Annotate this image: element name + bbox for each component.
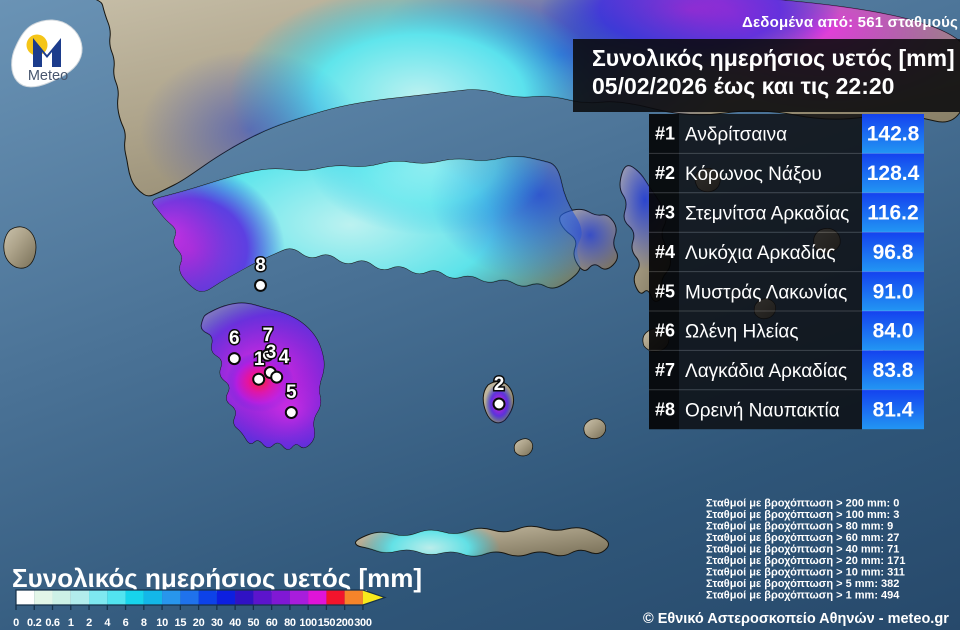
svg-text:Σταθμοί με βροχόπτωση > 60 mm:: Σταθμοί με βροχόπτωση > 60 mm: 27 <box>706 532 899 544</box>
svg-text:40: 40 <box>229 617 241 629</box>
svg-text:5: 5 <box>286 382 297 403</box>
svg-text:© Εθνικό Αστεροσκοπείο Αθηνών: © Εθνικό Αστεροσκοπείο Αθηνών - meteo.gr <box>643 611 949 627</box>
svg-text:Ωλένη Ηλείας: Ωλένη Ηλείας <box>685 322 799 343</box>
svg-text:4: 4 <box>279 347 290 368</box>
svg-text:Ορεινή Ναυπακτία: Ορεινή Ναυπακτία <box>685 401 840 422</box>
svg-text:81.4: 81.4 <box>873 399 914 422</box>
svg-text:91.0: 91.0 <box>873 280 914 303</box>
svg-text:0.2: 0.2 <box>27 617 42 629</box>
svg-text:0: 0 <box>13 617 19 629</box>
svg-text:84.0: 84.0 <box>873 320 914 343</box>
svg-text:2: 2 <box>86 617 92 629</box>
svg-text:150: 150 <box>318 617 336 629</box>
svg-text:Meteo: Meteo <box>28 68 68 84</box>
svg-text:30: 30 <box>211 617 223 629</box>
svg-text:#7: #7 <box>655 360 675 380</box>
svg-text:05/02/2026 έως και τις 22:20: 05/02/2026 έως και τις 22:20 <box>592 73 894 99</box>
svg-text:2: 2 <box>494 374 505 395</box>
svg-text:#6: #6 <box>655 321 675 341</box>
svg-text:Λυκόχια Αρκαδίας: Λυκόχια Αρκαδίας <box>685 243 836 264</box>
svg-text:Δεδομένα από: 561 σταθμούς: Δεδομένα από: 561 σταθμούς <box>742 14 958 31</box>
svg-text:100: 100 <box>299 617 317 629</box>
svg-text:50: 50 <box>248 617 260 629</box>
svg-text:Σταθμοί με βροχόπτωση > 5 mm:: Σταθμοί με βροχόπτωση > 5 mm: 382 <box>706 578 899 590</box>
svg-text:80: 80 <box>284 617 296 629</box>
svg-text:Συνολικός ημερήσιος υετός [mm]: Συνολικός ημερήσιος υετός [mm] <box>12 563 422 593</box>
svg-text:Ανδρίτσαινα: Ανδρίτσαινα <box>685 125 787 146</box>
svg-text:#1: #1 <box>655 124 675 144</box>
svg-text:6: 6 <box>229 328 240 349</box>
svg-text:1: 1 <box>68 617 74 629</box>
svg-text:83.8: 83.8 <box>873 359 914 382</box>
svg-text:8: 8 <box>141 617 147 629</box>
svg-text:Στεμνίτσα Αρκαδίας: Στεμνίτσα Αρκαδίας <box>685 204 849 225</box>
svg-text:0.6: 0.6 <box>45 617 60 629</box>
svg-text:Σταθμοί με βροχόπτωση > 10 mm:: Σταθμοί με βροχόπτωση > 10 mm: 311 <box>706 567 905 579</box>
svg-text:116.2: 116.2 <box>867 202 918 225</box>
svg-text:Κόρωνος Νάξου: Κόρωνος Νάξου <box>685 164 822 185</box>
svg-text:Λαγκάδια Αρκαδίας: Λαγκάδια Αρκαδίας <box>685 361 847 382</box>
svg-text:96.8: 96.8 <box>873 241 914 264</box>
svg-text:60: 60 <box>266 617 278 629</box>
svg-text:10: 10 <box>156 617 168 629</box>
svg-text:Σταθμοί με βροχόπτωση > 20 mm:: Σταθμοί με βροχόπτωση > 20 mm: 171 <box>706 555 906 567</box>
svg-text:300: 300 <box>354 617 372 629</box>
svg-text:15: 15 <box>175 617 187 629</box>
svg-text:1: 1 <box>254 349 265 370</box>
svg-text:#4: #4 <box>655 242 675 262</box>
svg-text:142.8: 142.8 <box>867 123 920 146</box>
svg-text:128.4: 128.4 <box>867 162 920 185</box>
svg-text:Συνολικός ημερήσιος υετός [mm]: Συνολικός ημερήσιος υετός [mm] <box>592 45 955 71</box>
svg-text:8: 8 <box>255 255 266 276</box>
svg-text:#8: #8 <box>655 400 675 420</box>
svg-text:6: 6 <box>123 617 129 629</box>
svg-text:Σταθμοί με βροχόπτωση > 1 mm:: Σταθμοί με βροχόπτωση > 1 mm: 494 <box>706 590 900 602</box>
svg-text:Μυστράς Λακωνίας: Μυστράς Λακωνίας <box>685 282 847 303</box>
svg-text:#2: #2 <box>655 163 675 183</box>
svg-text:3: 3 <box>266 342 277 363</box>
svg-text:Σταθμοί με βροχόπτωση > 100 mm: Σταθμοί με βροχόπτωση > 100 mm: 3 <box>706 509 899 521</box>
svg-text:#5: #5 <box>655 281 675 301</box>
svg-text:Σταθμοί με βροχόπτωση > 200 mm: Σταθμοί με βροχόπτωση > 200 mm: 0 <box>706 498 899 510</box>
svg-text:#3: #3 <box>655 203 675 223</box>
svg-text:20: 20 <box>193 617 205 629</box>
svg-text:4: 4 <box>104 617 111 629</box>
svg-text:Σταθμοί με βροχόπτωση > 80 mm:: Σταθμοί με βροχόπτωση > 80 mm: 9 <box>706 521 893 533</box>
svg-text:Σταθμοί με βροχόπτωση > 40 mm:: Σταθμοί με βροχόπτωση > 40 mm: 71 <box>706 544 899 556</box>
svg-text:200: 200 <box>336 617 354 629</box>
